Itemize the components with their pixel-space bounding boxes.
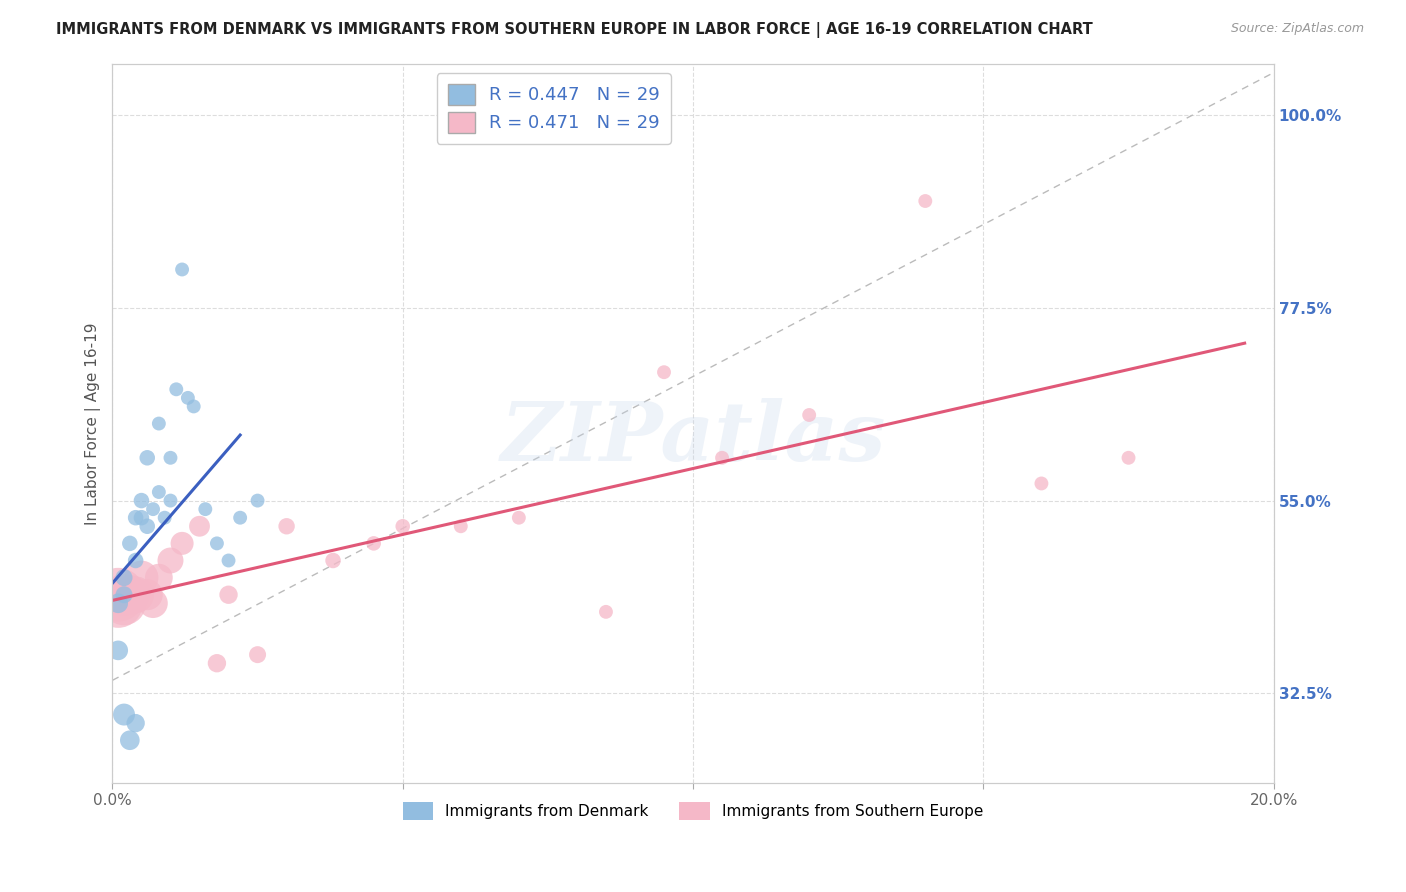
Legend: Immigrants from Denmark, Immigrants from Southern Europe: Immigrants from Denmark, Immigrants from… [396, 796, 990, 826]
Point [142, 596, 165, 610]
Point [107, 596, 129, 610]
Point [1118, 450, 1140, 465]
Point [124, 716, 146, 731]
Point [159, 493, 181, 508]
Point [136, 450, 159, 465]
Point [194, 502, 217, 516]
Point [450, 519, 472, 533]
Point [107, 643, 129, 657]
Text: IMMIGRANTS FROM DENMARK VS IMMIGRANTS FROM SOUTHERN EUROPE IN LABOR FORCE | AGE : IMMIGRANTS FROM DENMARK VS IMMIGRANTS FR… [56, 22, 1092, 38]
Point [276, 519, 298, 533]
Point [165, 382, 187, 396]
Point [172, 262, 194, 277]
Point [153, 510, 176, 524]
Point [1031, 476, 1053, 491]
Point [112, 571, 135, 585]
Point [107, 596, 129, 610]
Point [322, 553, 344, 567]
Y-axis label: In Labor Force | Age 16-19: In Labor Force | Age 16-19 [86, 322, 101, 524]
Point [246, 648, 269, 662]
Point [159, 553, 181, 567]
Text: ZIPatlas: ZIPatlas [501, 398, 886, 478]
Point [124, 553, 146, 567]
Point [148, 417, 170, 431]
Point [112, 596, 135, 610]
Point [131, 571, 153, 585]
Point [136, 588, 159, 602]
Point [112, 588, 135, 602]
Point [148, 571, 170, 585]
Point [246, 493, 269, 508]
Point [131, 493, 153, 508]
Point [218, 553, 240, 567]
Point [183, 400, 205, 414]
Point [142, 502, 165, 516]
Point [136, 519, 159, 533]
Point [131, 510, 153, 524]
Point [229, 510, 252, 524]
Point [118, 588, 141, 602]
Point [107, 588, 129, 602]
Point [188, 519, 211, 533]
Point [177, 391, 200, 405]
Point [391, 519, 413, 533]
Point [363, 536, 385, 550]
Text: Source: ZipAtlas.com: Source: ZipAtlas.com [1230, 22, 1364, 36]
Point [112, 588, 135, 602]
Point [218, 588, 240, 602]
Point [652, 365, 675, 379]
Point [205, 536, 228, 550]
Point [112, 707, 135, 722]
Point [711, 450, 734, 465]
Point [118, 536, 141, 550]
Point [159, 450, 181, 465]
Point [595, 605, 617, 619]
Point [799, 408, 821, 422]
Point [914, 194, 936, 208]
Point [205, 657, 228, 671]
Point [124, 510, 146, 524]
Point [148, 485, 170, 500]
Point [124, 588, 146, 602]
Point [172, 536, 194, 550]
Point [118, 733, 141, 747]
Point [508, 510, 530, 524]
